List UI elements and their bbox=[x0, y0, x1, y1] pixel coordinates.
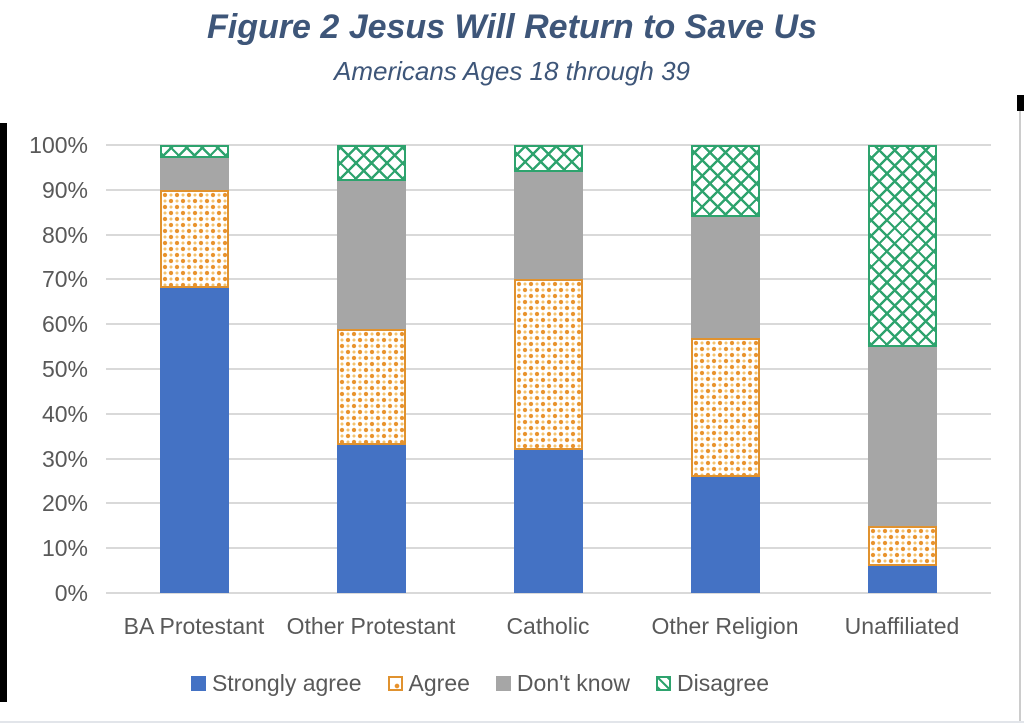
legend-label: Don't know bbox=[516, 670, 630, 696]
bar-segment-other-religion-agree bbox=[690, 337, 760, 477]
legend: Strongly agree Agree Don't know Disagree bbox=[0, 670, 960, 697]
legend-item-agree: Agree bbox=[387, 670, 470, 697]
y-axis-label: 40% bbox=[41, 400, 88, 427]
legend-key-disagree bbox=[655, 676, 671, 691]
legend-key-don-t-know bbox=[495, 676, 511, 691]
bottom-edge-line bbox=[0, 721, 1024, 723]
bar-segment-ba-protestant-agree bbox=[159, 189, 229, 289]
left-border-strip bbox=[0, 123, 7, 702]
y-axis-label: 60% bbox=[41, 311, 88, 338]
y-axis-label: 10% bbox=[41, 535, 88, 562]
bar-segment-ba-protestant-strongly-agree bbox=[159, 288, 229, 593]
legend-item-don-t-know: Don't know bbox=[495, 670, 630, 697]
x-axis-label-other-protestant: Other Protestant bbox=[286, 613, 456, 639]
bar-segment-unaffiliated-agree bbox=[867, 525, 937, 567]
legend-item-disagree: Disagree bbox=[655, 670, 770, 697]
x-axis-label-catholic: Catholic bbox=[506, 613, 590, 639]
legend-item-strongly-agree: Strongly agree bbox=[190, 670, 362, 697]
bar-segment-other-religion-don-t-know bbox=[690, 216, 760, 338]
legend-label: Disagree bbox=[676, 670, 770, 696]
x-axis-label-ba-protestant: BA Protestant bbox=[123, 613, 265, 639]
y-axis-label: 20% bbox=[41, 490, 88, 517]
legend-key-agree bbox=[387, 676, 403, 691]
y-axis-label: 70% bbox=[41, 266, 88, 293]
y-axis-label: 50% bbox=[41, 356, 88, 382]
bar-segment-other-protestant-strongly-agree bbox=[336, 445, 406, 593]
bar-segment-catholic-strongly-agree bbox=[513, 449, 583, 593]
legend-key-strongly-agree bbox=[190, 676, 206, 691]
bar-segment-unaffiliated-disagree bbox=[867, 145, 937, 347]
chart-subtitle: Americans Ages 18 through 39 bbox=[333, 56, 691, 86]
legend-label: Agree bbox=[408, 670, 470, 696]
bar-segment-catholic-don-t-know bbox=[513, 171, 583, 280]
x-axis-label-unaffiliated: Unaffiliated bbox=[844, 613, 960, 639]
bar-segment-unaffiliated-don-t-know bbox=[867, 346, 937, 526]
y-axis-label: 100% bbox=[29, 132, 88, 158]
y-axis-label: 0% bbox=[54, 580, 88, 606]
bar-segment-catholic-disagree bbox=[513, 145, 583, 172]
bar-segment-ba-protestant-disagree bbox=[159, 145, 229, 159]
chart-title: Figure 2 Jesus Will Return to Save Us bbox=[207, 8, 817, 46]
bar-segment-other-protestant-disagree bbox=[336, 145, 406, 181]
legend-label: Strongly agree bbox=[211, 670, 362, 696]
bar-segment-ba-protestant-don-t-know bbox=[159, 158, 229, 190]
y-axis-label: 30% bbox=[41, 445, 88, 472]
x-axis-label-other-religion: Other Religion bbox=[651, 613, 799, 639]
y-axis-label: 90% bbox=[41, 176, 88, 203]
bar-segment-other-religion-disagree bbox=[690, 145, 760, 217]
top-right-border-mark bbox=[1017, 95, 1024, 111]
bar-segment-unaffiliated-strongly-agree bbox=[867, 566, 937, 593]
bar-segment-other-religion-strongly-agree bbox=[690, 476, 760, 593]
y-axis-label: 80% bbox=[41, 221, 88, 248]
right-edge-line bbox=[1019, 111, 1021, 721]
bar-segment-catholic-agree bbox=[513, 279, 583, 450]
bar-segment-other-protestant-don-t-know bbox=[336, 180, 406, 329]
gridline-0% bbox=[106, 592, 991, 594]
bar-segment-other-protestant-agree bbox=[336, 328, 406, 446]
